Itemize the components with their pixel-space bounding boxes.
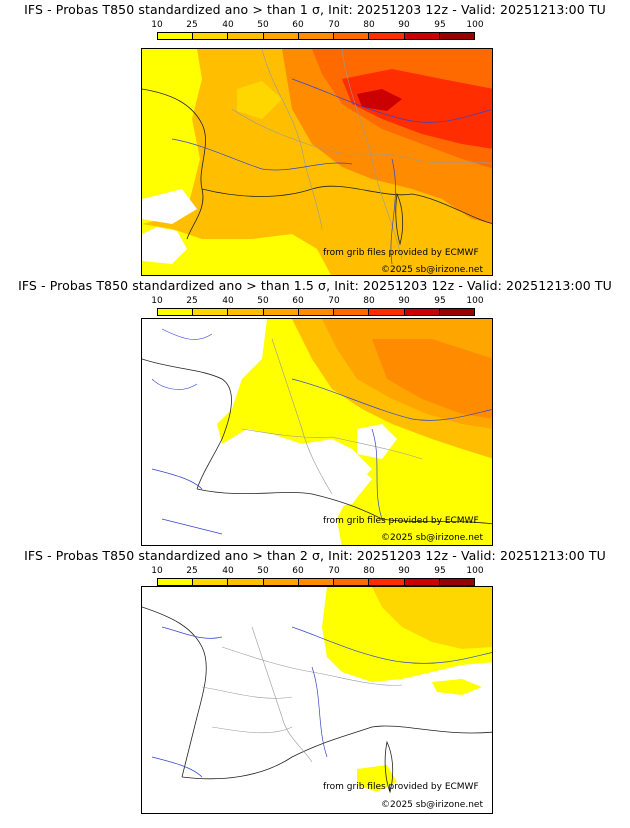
legend-swatch [263,309,299,315]
legend-swatch [369,33,405,39]
legend-swatch [158,309,194,315]
legend-color-bar [157,308,475,316]
legend-tick: 40 [222,20,234,30]
panel-3: IFS - Probas T850 standardized ano > tha… [0,546,630,822]
legend-tick: 10 [151,20,163,30]
legend-tick: 10 [151,566,163,576]
legend-swatch [158,33,194,39]
legend-swatch [369,579,405,585]
legend-swatch [228,309,264,315]
legend-swatch [298,309,335,315]
data-credit: from grib files provided by ECMWF [323,782,479,792]
probability-map: from grib files provided by ECMWF ©2025 … [141,48,493,276]
legend-tick: 95 [434,20,446,30]
legend-tick: 60 [292,566,304,576]
legend-swatch [193,309,229,315]
legend-swatch [334,33,370,39]
legend-tick: 90 [398,566,410,576]
legend-tick: 70 [328,296,340,306]
legend-tick: 50 [257,296,269,306]
data-credit: from grib files provided by ECMWF [323,248,479,258]
color-legend: 10 25 40 50 60 70 80 90 95 100 [151,566,484,596]
legend-tick: 25 [186,20,198,30]
legend-swatch [158,579,194,585]
legend-swatch [298,579,335,585]
legend-swatch [404,309,440,315]
legend-tick: 80 [363,566,375,576]
legend-tick: 70 [328,20,340,30]
legend-swatch [404,579,440,585]
copyright: ©2025 sb@irizone.net [381,265,483,275]
legend-swatch [439,579,474,585]
probability-map: from grib files provided by ECMWF ©2025 … [141,318,493,546]
legend-swatch [334,309,370,315]
legend-swatch [263,33,299,39]
legend-tick: 100 [466,296,484,306]
color-legend: 10 25 40 50 60 70 80 90 95 100 [151,296,484,326]
legend-swatch [298,33,335,39]
color-legend: 10 25 40 50 60 70 80 90 95 100 [151,20,484,50]
legend-tick: 10 [151,296,163,306]
legend-swatch [193,33,229,39]
legend-swatch [228,33,264,39]
legend-tick: 60 [292,20,304,30]
panel-1: IFS - Probas T850 standardized ano > tha… [0,0,630,276]
legend-swatch [369,309,405,315]
legend-tick: 25 [186,296,198,306]
legend-color-bar [157,32,475,40]
panel-title: IFS - Probas T850 standardized ano > tha… [24,548,606,563]
legend-swatch [439,33,474,39]
copyright: ©2025 sb@irizone.net [381,800,483,810]
legend-tick: 95 [434,296,446,306]
legend-swatch [334,579,370,585]
legend-tick: 40 [222,296,234,306]
legend-tick: 70 [328,566,340,576]
legend-swatch [439,309,474,315]
legend-swatch [404,33,440,39]
legend-tick: 90 [398,296,410,306]
legend-tick: 60 [292,296,304,306]
panel-title: IFS - Probas T850 standardized ano > tha… [24,2,606,17]
legend-tick: 50 [257,566,269,576]
legend-tick: 25 [186,566,198,576]
legend-tick: 80 [363,296,375,306]
legend-tick: 40 [222,566,234,576]
panel-2: IFS - Probas T850 standardized ano > tha… [0,276,630,552]
legend-tick: 100 [466,20,484,30]
panel-title: IFS - Probas T850 standardized ano > tha… [18,278,612,293]
legend-swatch [193,579,229,585]
legend-tick: 80 [363,20,375,30]
copyright: ©2025 sb@irizone.net [381,533,483,543]
legend-tick: 95 [434,566,446,576]
legend-swatch [263,579,299,585]
data-credit: from grib files provided by ECMWF [323,516,479,526]
legend-tick: 50 [257,20,269,30]
probability-map: from grib files provided by ECMWF ©2025 … [141,586,493,814]
legend-swatch [228,579,264,585]
legend-tick: 90 [398,20,410,30]
legend-tick: 100 [466,566,484,576]
legend-color-bar [157,578,475,586]
